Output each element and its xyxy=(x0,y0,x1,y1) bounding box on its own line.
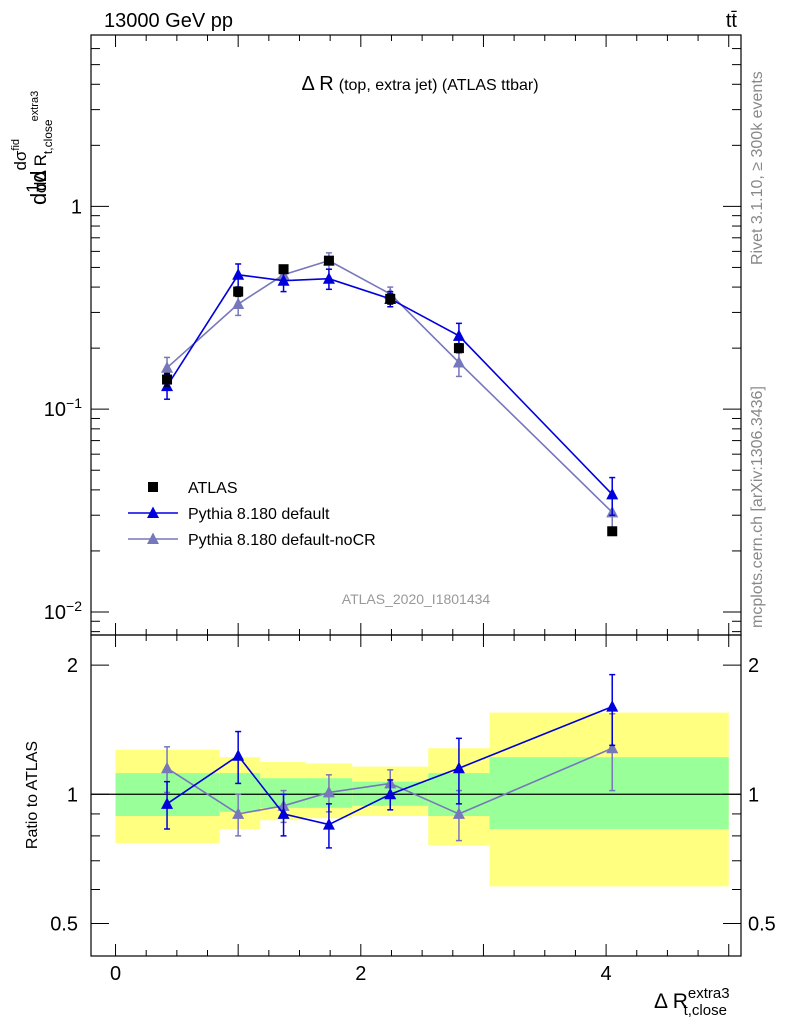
y-tick-label: 10−1 xyxy=(44,395,82,421)
legend: ATLAS Pythia 8.180 default Pythia 8.180 de… xyxy=(128,480,376,549)
y-tick-label-base: 10 xyxy=(44,602,66,624)
y-tick-label-base: 10 xyxy=(44,399,66,421)
y-tick-label-base: 1 xyxy=(71,196,82,218)
ratio-y-tick-label-right: 2 xyxy=(748,655,759,677)
pythia-default-point xyxy=(452,329,465,341)
legend-marker-0 xyxy=(148,482,158,492)
process-label: tt̄ xyxy=(726,10,738,32)
plot-title: Δ R (top, extra jet) (ATLAS ttbar) xyxy=(301,73,538,95)
atlas-point xyxy=(607,526,618,537)
ratio-y-tick-label-left: 1 xyxy=(67,784,78,806)
ratio-pythia-default-point xyxy=(452,761,465,774)
y-tick-label: 10−2 xyxy=(44,598,82,624)
ratio-uncertainty-bands xyxy=(91,712,741,887)
y-tick-label-exp: −1 xyxy=(66,395,82,411)
pythia-default-point xyxy=(232,268,245,280)
atlas-point xyxy=(233,286,244,297)
ratio-series-layer xyxy=(161,673,619,849)
atlas-point xyxy=(385,293,396,304)
main-y-axis-title: d1σddσfiddΔ Rt,closeextra3 xyxy=(10,91,55,205)
ratio-pythia-nocr-point xyxy=(161,761,174,774)
ratio-y-tick-label-right: 1 xyxy=(748,784,759,806)
legend-marker-1 xyxy=(147,506,159,518)
legend-label-2: Pythia 8.180 default-noCR xyxy=(188,532,376,549)
ratio-y-tick-label-left: 0.5 xyxy=(50,913,78,935)
y-axis-title-text: d1σddσfiddΔ Rt,closeextra3 xyxy=(10,91,55,205)
legend-marker-2 xyxy=(147,532,159,544)
ratio-plot-frame xyxy=(90,634,742,957)
x-tick-label: 2 xyxy=(355,963,366,985)
main-y-tick-labels: 10−210−11 xyxy=(44,196,82,624)
ratio-pythia-default-point xyxy=(277,807,290,819)
ratio-pythia-default-point xyxy=(322,818,335,830)
ratio-pythia-default-point xyxy=(232,749,245,761)
pythia-nocr-point xyxy=(161,361,174,373)
x-tick-label: 4 xyxy=(601,963,612,985)
analysis-id-label: ATLAS_2020_I1801434 xyxy=(342,591,491,607)
ratio-pythia-default-point xyxy=(606,700,619,712)
ratio-y-tick-label-right: 0.5 xyxy=(748,913,776,935)
x-tick-label: 0 xyxy=(110,963,121,985)
ratio-pythia-nocr-point xyxy=(452,807,465,819)
pythia-default-point xyxy=(277,274,290,286)
pythia-nocr-point xyxy=(452,355,465,368)
y-tick-label-exp: −2 xyxy=(66,598,82,614)
main-series-layer xyxy=(161,252,619,537)
energy-label: 13000 GeV pp xyxy=(104,10,233,32)
green-band-6 xyxy=(489,757,729,830)
atlas-point xyxy=(323,255,334,266)
atlas-point xyxy=(162,374,173,385)
ratio-pythia-nocr-point xyxy=(322,785,335,798)
x-axis-title: Δ Rextra3 t,close xyxy=(654,985,730,1019)
rivet-version-label: Rivet 3.1.10, ≥ 300k events xyxy=(749,71,766,265)
x-tick-labels: 0 2 4 xyxy=(110,963,612,985)
mcplots-label: mcplots.cern.ch [arXiv:1306.3436] xyxy=(749,386,766,628)
legend-label-1: Pythia 8.180 default xyxy=(188,506,330,523)
ratio-pythia-nocr-point xyxy=(606,741,619,754)
ratio-y-axis-title: Ratio to ATLAS xyxy=(24,741,41,849)
ratio-y-tick-labels: 0.5 0.5 1 1 2 2 xyxy=(50,655,776,935)
ratio-y-tick-label-left: 2 xyxy=(67,655,78,677)
pythia-default-point xyxy=(322,272,335,284)
legend-label-0: ATLAS xyxy=(188,480,238,497)
atlas-point xyxy=(278,264,289,275)
atlas-point xyxy=(453,343,464,354)
ratio-pythia-default-point xyxy=(384,787,397,800)
pythia-nocr-point xyxy=(232,297,245,310)
ratio-pythia-nocr-point xyxy=(232,807,245,819)
pythia-default-point xyxy=(606,487,619,500)
green-band-1 xyxy=(219,773,261,812)
ratio-pythia-default-point xyxy=(161,797,174,809)
y-tick-label: 1 xyxy=(71,196,82,218)
